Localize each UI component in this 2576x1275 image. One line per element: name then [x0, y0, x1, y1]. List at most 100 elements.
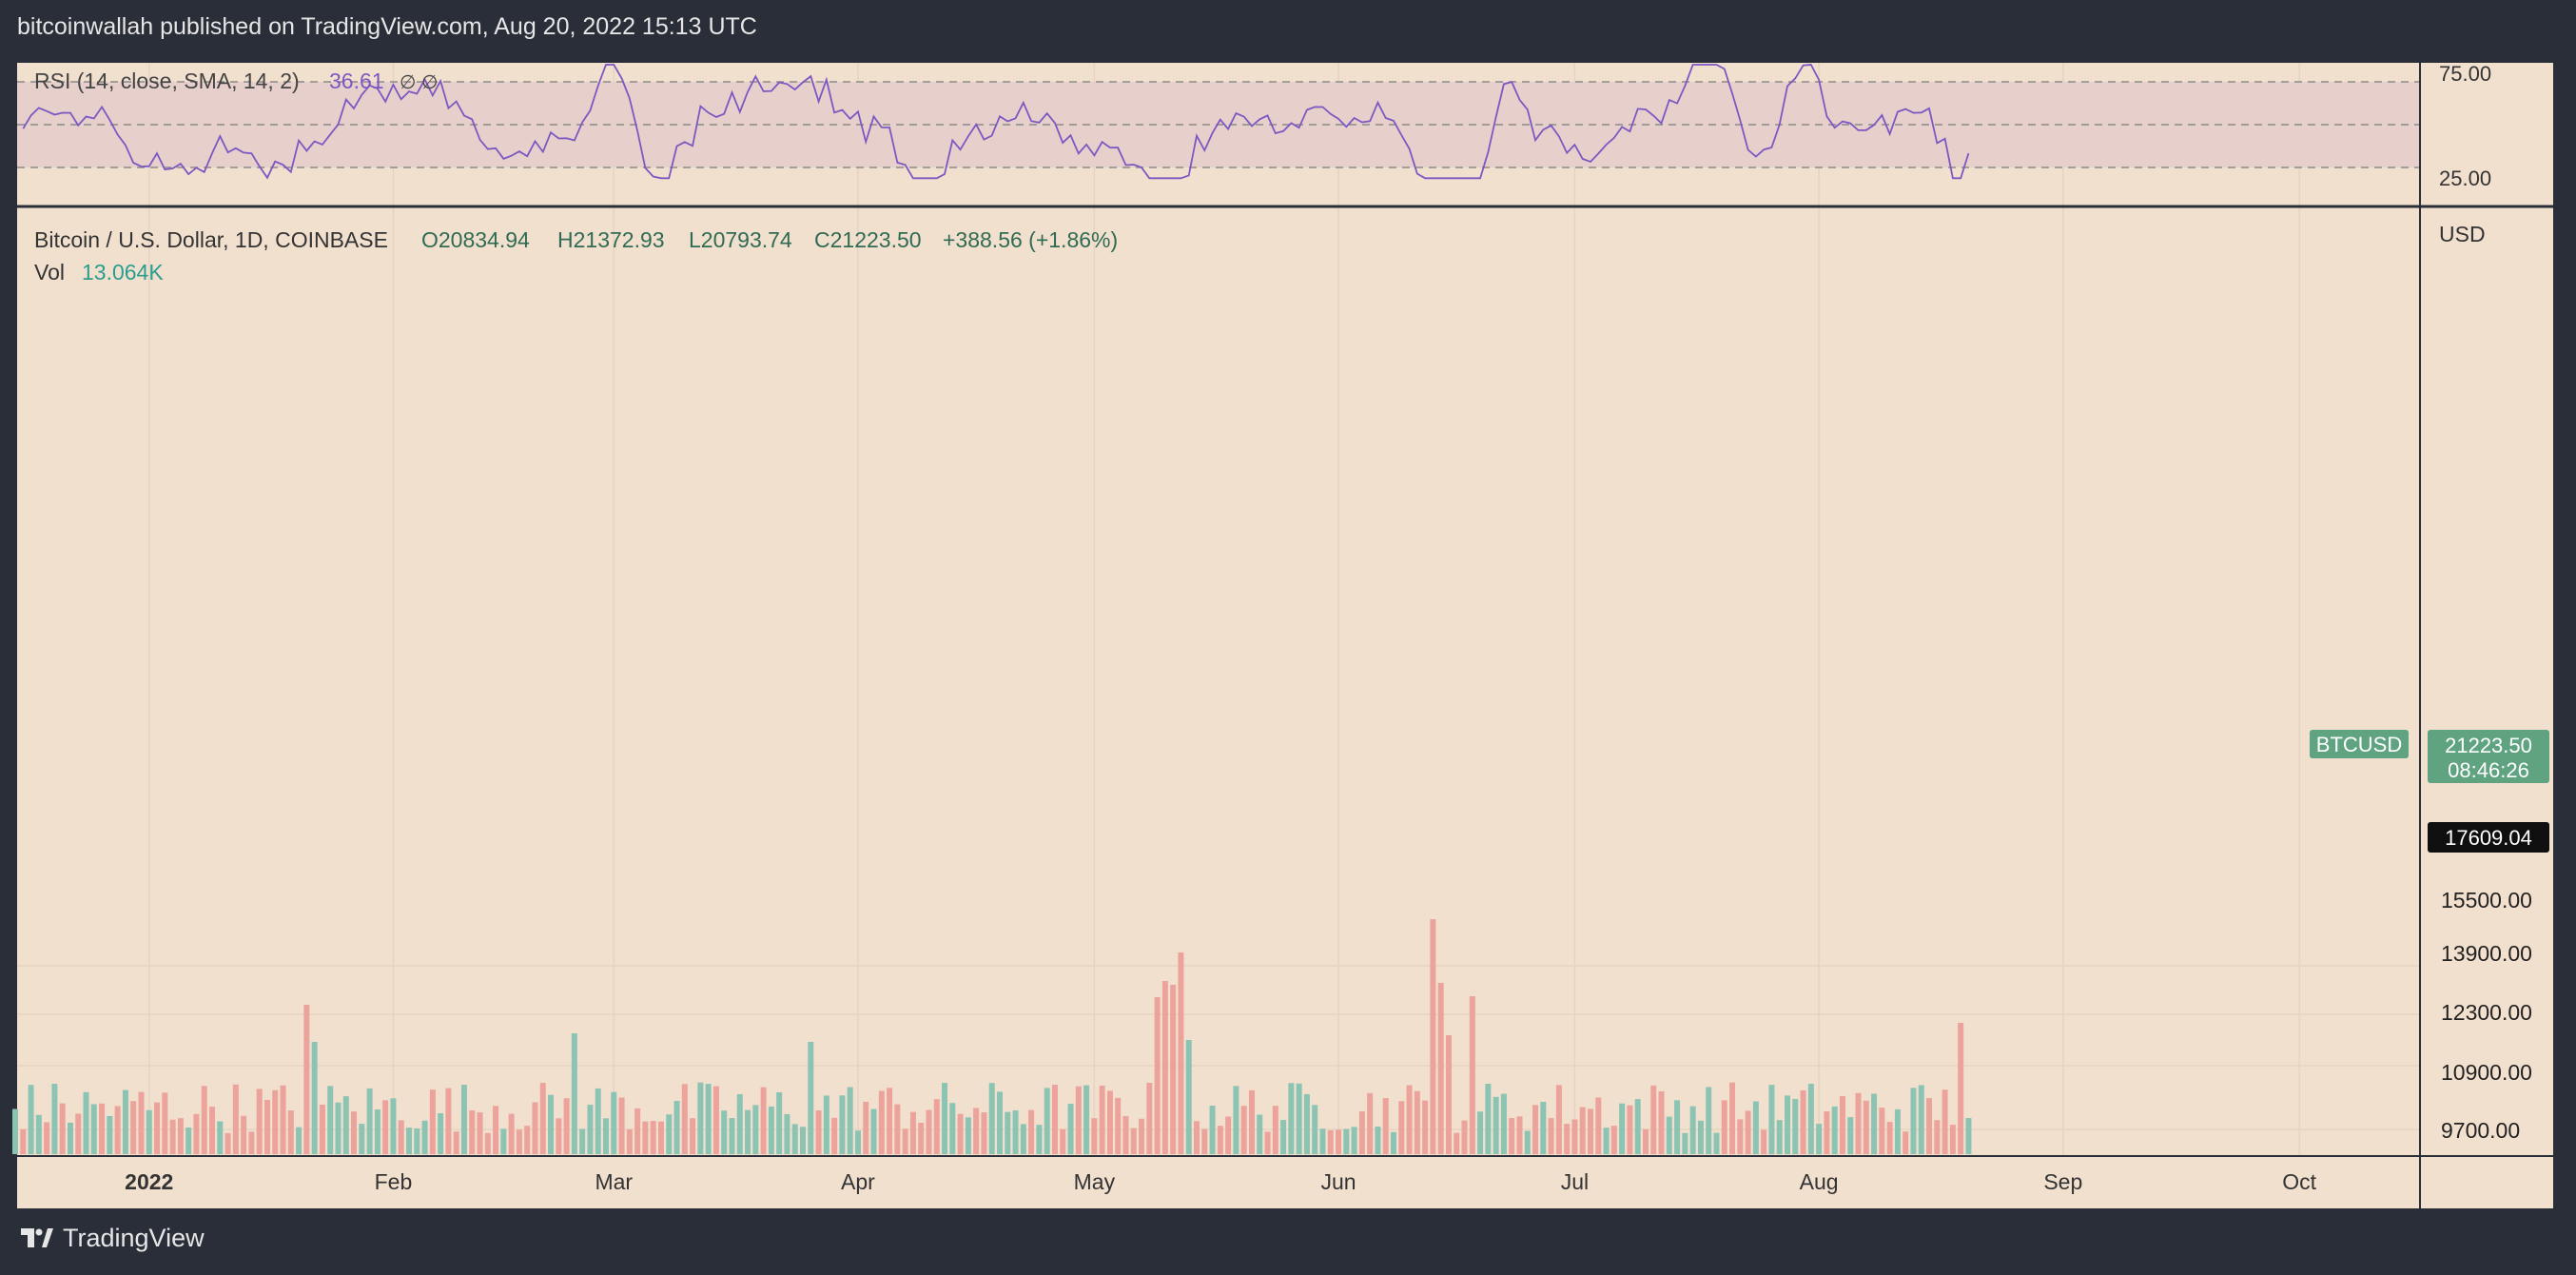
volume-bar: [878, 1090, 885, 1154]
volume-bar: [1603, 1128, 1610, 1154]
volume-bar: [918, 1123, 925, 1154]
price-axis-tick: 13900.00: [2441, 941, 2532, 966]
volume-bar: [146, 1109, 152, 1154]
volume-bar: [634, 1108, 641, 1154]
volume-bar: [1634, 1099, 1641, 1154]
volume-bar: [808, 1042, 814, 1154]
volume-bar: [752, 1105, 759, 1154]
volume-bar: [815, 1109, 822, 1154]
volume-bar: [1871, 1093, 1878, 1154]
volume-bar: [162, 1092, 168, 1154]
volume-bar: [642, 1121, 649, 1154]
badge-symbol: BTCUSD: [2316, 733, 2402, 756]
volume-bar: [1485, 1084, 1492, 1154]
badge-countdown: 08:46:26: [2448, 758, 2529, 782]
legend-symbol: Bitcoin / U.S. Dollar, 1D, COINBASE: [34, 227, 388, 252]
volume-bar: [784, 1113, 790, 1154]
volume-bars: [12, 919, 1972, 1154]
volume-bar: [1595, 1097, 1602, 1154]
footer: TradingView: [19, 1224, 205, 1253]
volume-bar: [736, 1094, 743, 1154]
volume-bar: [1713, 1132, 1720, 1154]
volume-bar: [421, 1120, 428, 1154]
chart-background: [17, 63, 2553, 1208]
btcusd-badge: BTCUSD: [2310, 730, 2409, 758]
volume-bar: [1697, 1120, 1704, 1154]
volume-bar: [1509, 1118, 1515, 1154]
volume-bar: [508, 1113, 515, 1154]
volume-bar: [44, 1122, 50, 1154]
volume-bar: [516, 1129, 522, 1154]
volume-bar: [839, 1095, 846, 1154]
volume-bar: [1194, 1121, 1200, 1154]
last-price-badge: 21223.50 08:46:26: [2428, 730, 2549, 783]
volume-bar: [1130, 1128, 1137, 1154]
volume-bar: [1106, 1090, 1113, 1154]
volume-bar: [988, 1083, 995, 1154]
volume-bar: [1170, 985, 1177, 1154]
volume-bar: [59, 1103, 66, 1154]
volume-bar: [1737, 1119, 1744, 1154]
time-axis-tick: Mar: [595, 1169, 633, 1194]
volume-bar: [666, 1114, 673, 1154]
volume-bar: [351, 1111, 358, 1154]
volume-bar: [1161, 981, 1168, 1154]
volume-bar: [745, 1109, 751, 1154]
volume-bar: [1689, 1106, 1696, 1154]
volume-bar: [933, 1099, 940, 1154]
volume-bar: [169, 1119, 176, 1154]
volume-bar: [1965, 1118, 1972, 1154]
volume-bar: [35, 1114, 42, 1154]
volume-bar: [327, 1086, 334, 1154]
volume-bar: [438, 1112, 444, 1154]
volume-bar: [1154, 997, 1161, 1154]
volume-bar: [493, 1106, 499, 1154]
volume-bar: [1075, 1086, 1082, 1154]
volume-bar: [942, 1083, 948, 1154]
volume-bar: [1627, 1105, 1633, 1154]
volume-bar: [241, 1115, 247, 1154]
volume-bar: [477, 1112, 483, 1154]
volume-bar: [548, 1094, 555, 1154]
rsi-line: [22, 64, 1970, 180]
volume-bar: [1761, 1129, 1767, 1154]
volume-bar: [1721, 1100, 1727, 1154]
volume-bar: [965, 1117, 971, 1154]
volume-bar: [712, 1086, 719, 1154]
time-axis-tick: May: [1074, 1169, 1116, 1194]
volume-bar: [729, 1118, 735, 1154]
volume-bar: [776, 1091, 783, 1154]
volume-bar: [760, 1087, 767, 1154]
legend-vol-label: Vol: [34, 260, 65, 284]
volume-bar: [1288, 1083, 1295, 1154]
volume-bar: [981, 1112, 987, 1154]
volume-bar: [1430, 919, 1436, 1154]
volume-bar: [1824, 1110, 1830, 1154]
volume-bar: [1886, 1122, 1893, 1154]
volume-bar: [1658, 1090, 1665, 1154]
volume-bar: [1091, 1118, 1098, 1154]
publisher-header: bitcoinwallah published on TradingView.c…: [17, 13, 757, 40]
time-axis-tick: Jul: [1561, 1169, 1589, 1194]
volume-bar: [280, 1085, 286, 1154]
volume-bar: [500, 1128, 507, 1154]
volume-bar: [1768, 1085, 1775, 1154]
volume-bar: [1303, 1093, 1310, 1154]
volume-bar: [51, 1084, 58, 1154]
volume-bar: [1571, 1119, 1578, 1154]
volume-bar: [1422, 1100, 1429, 1154]
volume-bar: [673, 1100, 680, 1154]
volume-bar: [697, 1082, 704, 1154]
legend-low: L20793.74: [689, 227, 792, 252]
volume-bar: [1044, 1088, 1050, 1154]
volume-bar: [1272, 1106, 1278, 1154]
volume-bar: [532, 1102, 538, 1154]
volume-bar: [20, 1128, 27, 1154]
footer-brand: TradingView: [63, 1224, 205, 1252]
volume-bar: [957, 1113, 964, 1154]
volume-bar: [272, 1089, 279, 1154]
volume-bar: [248, 1131, 255, 1154]
volume-bar: [1099, 1085, 1105, 1154]
volume-bar: [611, 1091, 617, 1154]
